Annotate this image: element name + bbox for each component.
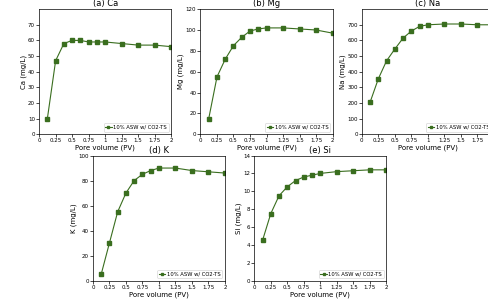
Line: 10% ASW w/ CO2-TS: 10% ASW w/ CO2-TS [46,39,172,120]
10% ASW w/ CO2-TS [44,117,50,120]
10% ASW w/ CO2-TS [276,194,282,198]
Title: (e) Si: (e) Si [309,146,330,155]
10% ASW w/ CO2-TS [416,24,422,28]
X-axis label: Pore volume (PV): Pore volume (PV) [397,145,457,151]
10% ASW w/ CO2-TS [473,23,479,27]
10% ASW w/ CO2-TS [214,75,220,79]
10% ASW w/ CO2-TS [151,43,157,47]
10% ASW w/ CO2-TS [284,185,290,188]
Legend: 10% ASW w/ CO2-TS: 10% ASW w/ CO2-TS [318,270,383,278]
X-axis label: Pore volume (PV): Pore volume (PV) [236,145,296,151]
Legend: 10% ASW w/ CO2-TS: 10% ASW w/ CO2-TS [426,124,488,131]
Legend: 10% ASW w/ CO2-TS: 10% ASW w/ CO2-TS [264,124,329,131]
10% ASW w/ CO2-TS [77,39,83,42]
10% ASW w/ CO2-TS [280,26,285,30]
Title: (d) K: (d) K [149,146,168,155]
10% ASW w/ CO2-TS [329,31,335,35]
10% ASW w/ CO2-TS [135,43,141,47]
10% ASW w/ CO2-TS [308,173,314,177]
10% ASW w/ CO2-TS [98,273,104,276]
X-axis label: Pore volume (PV): Pore volume (PV) [290,291,349,298]
10% ASW w/ CO2-TS [366,168,372,172]
10% ASW w/ CO2-TS [85,40,91,44]
Line: 10% ASW w/ CO2-TS: 10% ASW w/ CO2-TS [261,168,387,242]
10% ASW w/ CO2-TS [246,29,252,33]
10% ASW w/ CO2-TS [349,169,355,173]
Legend: 10% ASW w/ CO2-TS: 10% ASW w/ CO2-TS [103,124,168,131]
10% ASW w/ CO2-TS [168,45,174,48]
Y-axis label: Si (mg/L): Si (mg/L) [235,202,241,234]
Y-axis label: Mg (mg/L): Mg (mg/L) [178,54,184,89]
10% ASW w/ CO2-TS [61,42,67,45]
Y-axis label: Na (mg/L): Na (mg/L) [339,54,345,89]
10% ASW w/ CO2-TS [94,40,100,44]
10% ASW w/ CO2-TS [375,77,381,81]
10% ASW w/ CO2-TS [139,173,145,176]
10% ASW w/ CO2-TS [391,47,397,51]
10% ASW w/ CO2-TS [122,191,128,195]
10% ASW w/ CO2-TS [238,35,244,39]
10% ASW w/ CO2-TS [115,210,121,213]
10% ASW w/ CO2-TS [383,59,389,63]
10% ASW w/ CO2-TS [292,179,298,182]
10% ASW w/ CO2-TS [102,40,108,44]
10% ASW w/ CO2-TS [259,239,265,242]
10% ASW w/ CO2-TS [312,28,318,32]
10% ASW w/ CO2-TS [300,175,306,179]
10% ASW w/ CO2-TS [333,170,339,174]
Line: 10% ASW w/ CO2-TS: 10% ASW w/ CO2-TS [368,23,488,104]
10% ASW w/ CO2-TS [205,170,211,174]
10% ASW w/ CO2-TS [222,171,227,175]
10% ASW w/ CO2-TS [172,166,178,170]
Line: 10% ASW w/ CO2-TS: 10% ASW w/ CO2-TS [100,167,226,276]
10% ASW w/ CO2-TS [255,27,261,31]
Y-axis label: K (mg/L): K (mg/L) [70,203,77,233]
10% ASW w/ CO2-TS [366,100,372,104]
10% ASW w/ CO2-TS [441,22,447,26]
10% ASW w/ CO2-TS [424,23,430,27]
Title: (a) Ca: (a) Ca [92,0,118,8]
10% ASW w/ CO2-TS [53,59,59,63]
10% ASW w/ CO2-TS [147,169,153,172]
10% ASW w/ CO2-TS [188,169,194,172]
10% ASW w/ CO2-TS [383,168,388,172]
10% ASW w/ CO2-TS [267,212,273,215]
10% ASW w/ CO2-TS [263,26,269,30]
10% ASW w/ CO2-TS [296,27,302,31]
X-axis label: Pore volume (PV): Pore volume (PV) [129,291,188,298]
10% ASW w/ CO2-TS [230,44,236,48]
10% ASW w/ CO2-TS [119,42,124,45]
10% ASW w/ CO2-TS [106,241,112,245]
10% ASW w/ CO2-TS [131,179,137,182]
10% ASW w/ CO2-TS [69,39,75,42]
Y-axis label: Ca (mg/L): Ca (mg/L) [20,55,26,89]
Title: (c) Na: (c) Na [414,0,440,8]
10% ASW w/ CO2-TS [317,172,323,175]
Legend: 10% ASW w/ CO2-TS: 10% ASW w/ CO2-TS [157,270,222,278]
Title: (b) Mg: (b) Mg [252,0,280,8]
10% ASW w/ CO2-TS [205,117,211,120]
10% ASW w/ CO2-TS [156,166,162,170]
X-axis label: Pore volume (PV): Pore volume (PV) [75,145,135,151]
10% ASW w/ CO2-TS [457,22,463,26]
10% ASW w/ CO2-TS [399,36,405,40]
10% ASW w/ CO2-TS [407,29,413,33]
Line: 10% ASW w/ CO2-TS: 10% ASW w/ CO2-TS [207,26,333,120]
10% ASW w/ CO2-TS [222,57,228,61]
